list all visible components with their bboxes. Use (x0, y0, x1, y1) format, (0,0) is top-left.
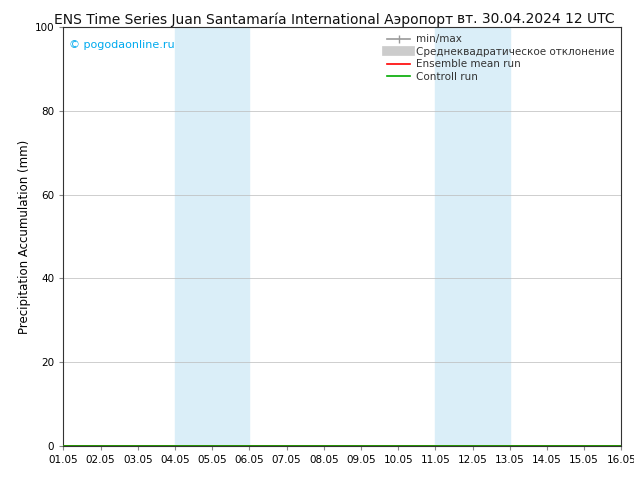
Text: © pogodaonline.ru: © pogodaonline.ru (69, 40, 174, 49)
Bar (436, 27, 510, 446)
Legend: min/max, Среднеквадратическое отклонение, Ensemble mean run, Controll run: min/max, Среднеквадратическое отклонение… (385, 32, 616, 84)
Y-axis label: Precipitation Accumulation (mm): Precipitation Accumulation (mm) (18, 139, 30, 334)
Bar (175, 27, 249, 446)
Text: вт. 30.04.2024 12 UTC: вт. 30.04.2024 12 UTC (457, 12, 615, 26)
Text: ENS Time Series Juan Santamaría International Аэропорт: ENS Time Series Juan Santamaría Internat… (54, 12, 453, 27)
